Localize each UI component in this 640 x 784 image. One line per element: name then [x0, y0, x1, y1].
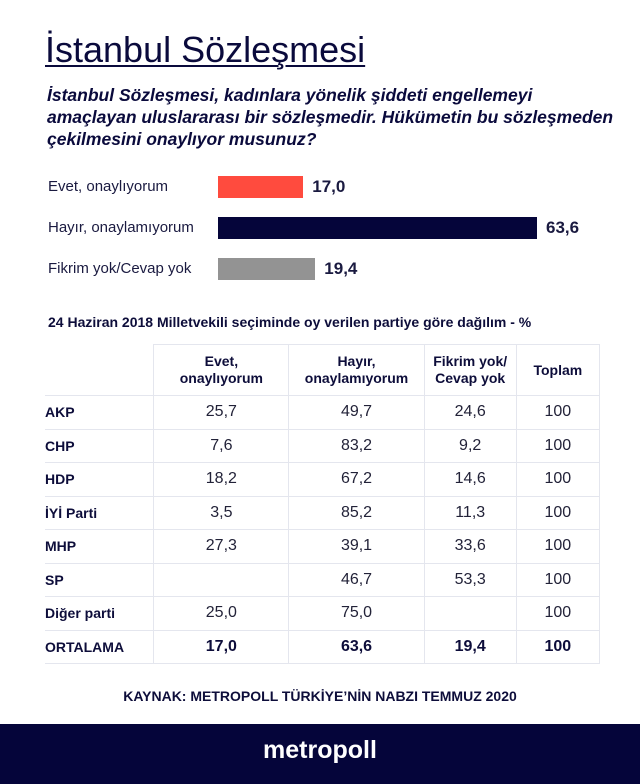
header-hayir-line1: Hayır, [337, 353, 376, 369]
table-cell: 100 [515, 629, 601, 664]
table-row: Diğer parti 25,0 75,0 100 [45, 596, 601, 630]
party-name: Diğer parti [45, 596, 154, 630]
header-evet: Evet, onaylıyorum [153, 344, 289, 396]
table-header-row: Evet, onaylıyorum Hayır, onaylamıyorum Fik… [45, 344, 601, 396]
table-cell: 11,3 [423, 495, 517, 530]
table-cell: 18,2 [153, 462, 289, 496]
table-cell: 27,3 [153, 529, 289, 563]
table-cell: 25,0 [153, 596, 289, 630]
table-cell: 100 [515, 495, 601, 530]
table-cell: 7,6 [153, 428, 289, 463]
bar-label: Evet, onaylıyorum [48, 178, 169, 195]
source-note: KAYNAK: METROPOLL TÜRKİYE’NİN NABZI TEMM… [123, 688, 517, 704]
party-name: MHP [45, 529, 154, 563]
table-cell: 46,7 [288, 562, 425, 597]
table-row: ORTALAMA 17,0 63,6 19,4 100 [45, 629, 601, 664]
table-cell: 83,2 [288, 428, 425, 463]
table-cell: 24,6 [423, 395, 517, 429]
table-cell: 33,6 [423, 529, 517, 563]
bar [218, 258, 316, 280]
header-hayir-line2: onaylamıyorum [304, 370, 409, 386]
table-cell [153, 562, 289, 597]
table-row: İYİ Parti 3,5 85,2 11,3 100 [45, 495, 601, 530]
table-cell: 63,6 [288, 629, 425, 664]
header-fikrim-line1: Fikrim yok/ [433, 353, 508, 369]
party-name: SP [45, 562, 154, 597]
table-cell: 17,0 [153, 629, 289, 664]
bar-value-label: 17,0 [312, 177, 346, 196]
header-evet-line2: onaylıyorum [179, 370, 263, 386]
table-row: SP 46,7 53,3 100 [45, 562, 601, 597]
table-cell: 100 [515, 529, 601, 563]
footer-band: metropoll [0, 724, 640, 784]
table-cell: 53,3 [423, 562, 517, 597]
header-fikrim-line2: Cevap yok [435, 370, 506, 386]
table-cell: 39,1 [288, 529, 425, 563]
header-fikrim-yok: Fikrim yok/Cevap yok [423, 344, 517, 396]
metropoll-logo: metropoll [263, 736, 377, 764]
header-hayir: Hayır, onaylamıyorum [288, 344, 425, 396]
table-cell: 85,2 [288, 495, 425, 530]
bar [218, 176, 304, 198]
header-evet-line1: Evet, [204, 353, 239, 369]
table-cell: 67,2 [288, 462, 425, 496]
header-party [45, 345, 154, 396]
page-title: İstanbul Sözleşmesi [45, 29, 366, 70]
party-name: AKP [45, 395, 154, 429]
party-name: CHP [45, 428, 154, 463]
survey-question: İstanbul Sözleşmesi, kadınlara yönelik ş… [47, 85, 614, 149]
table-cell: 100 [515, 395, 601, 429]
table-cell: 100 [515, 562, 601, 597]
table-cell: 25,7 [153, 395, 289, 429]
party-name: HDP [45, 462, 154, 496]
table-cell: 3,5 [153, 495, 289, 530]
header-toplam: Toplam [515, 344, 601, 396]
table-subtitle: 24 Haziran 2018 Milletvekili seçiminde o… [48, 314, 532, 330]
table-cell: 49,7 [288, 395, 425, 429]
table-cell: 75,0 [288, 596, 425, 630]
bar-value-label: 63,6 [546, 218, 580, 237]
table-cell: 19,4 [423, 629, 517, 664]
table-row: MHP 27,3 39,1 33,6 100 [45, 529, 601, 563]
table-row: CHP 7,6 83,2 9,2 100 [45, 428, 601, 463]
table-cell: 14,6 [423, 462, 517, 496]
party-name: İYİ Parti [45, 495, 154, 530]
table-row: HDP 18,2 67,2 14,6 100 [45, 462, 601, 496]
table-cell: 9,2 [423, 428, 517, 463]
party-breakdown-table: Evet, onaylıyorum Hayır, onaylamıyorum Fik… [45, 344, 601, 664]
table-row: AKP 25,7 49,7 24,6 100 [45, 395, 601, 429]
table-cell: 100 [515, 596, 601, 630]
table-cell: 100 [515, 462, 601, 496]
bar [218, 217, 537, 239]
party-name: ORTALAMA [45, 629, 154, 664]
bar-value-label: 19,4 [324, 259, 358, 278]
bar-label: Hayır, onaylamıyorum [48, 219, 194, 236]
table-cell: 100 [515, 428, 601, 463]
table-cell [423, 596, 517, 630]
bar-label: Fikrim yok/Cevap yok [48, 260, 192, 277]
